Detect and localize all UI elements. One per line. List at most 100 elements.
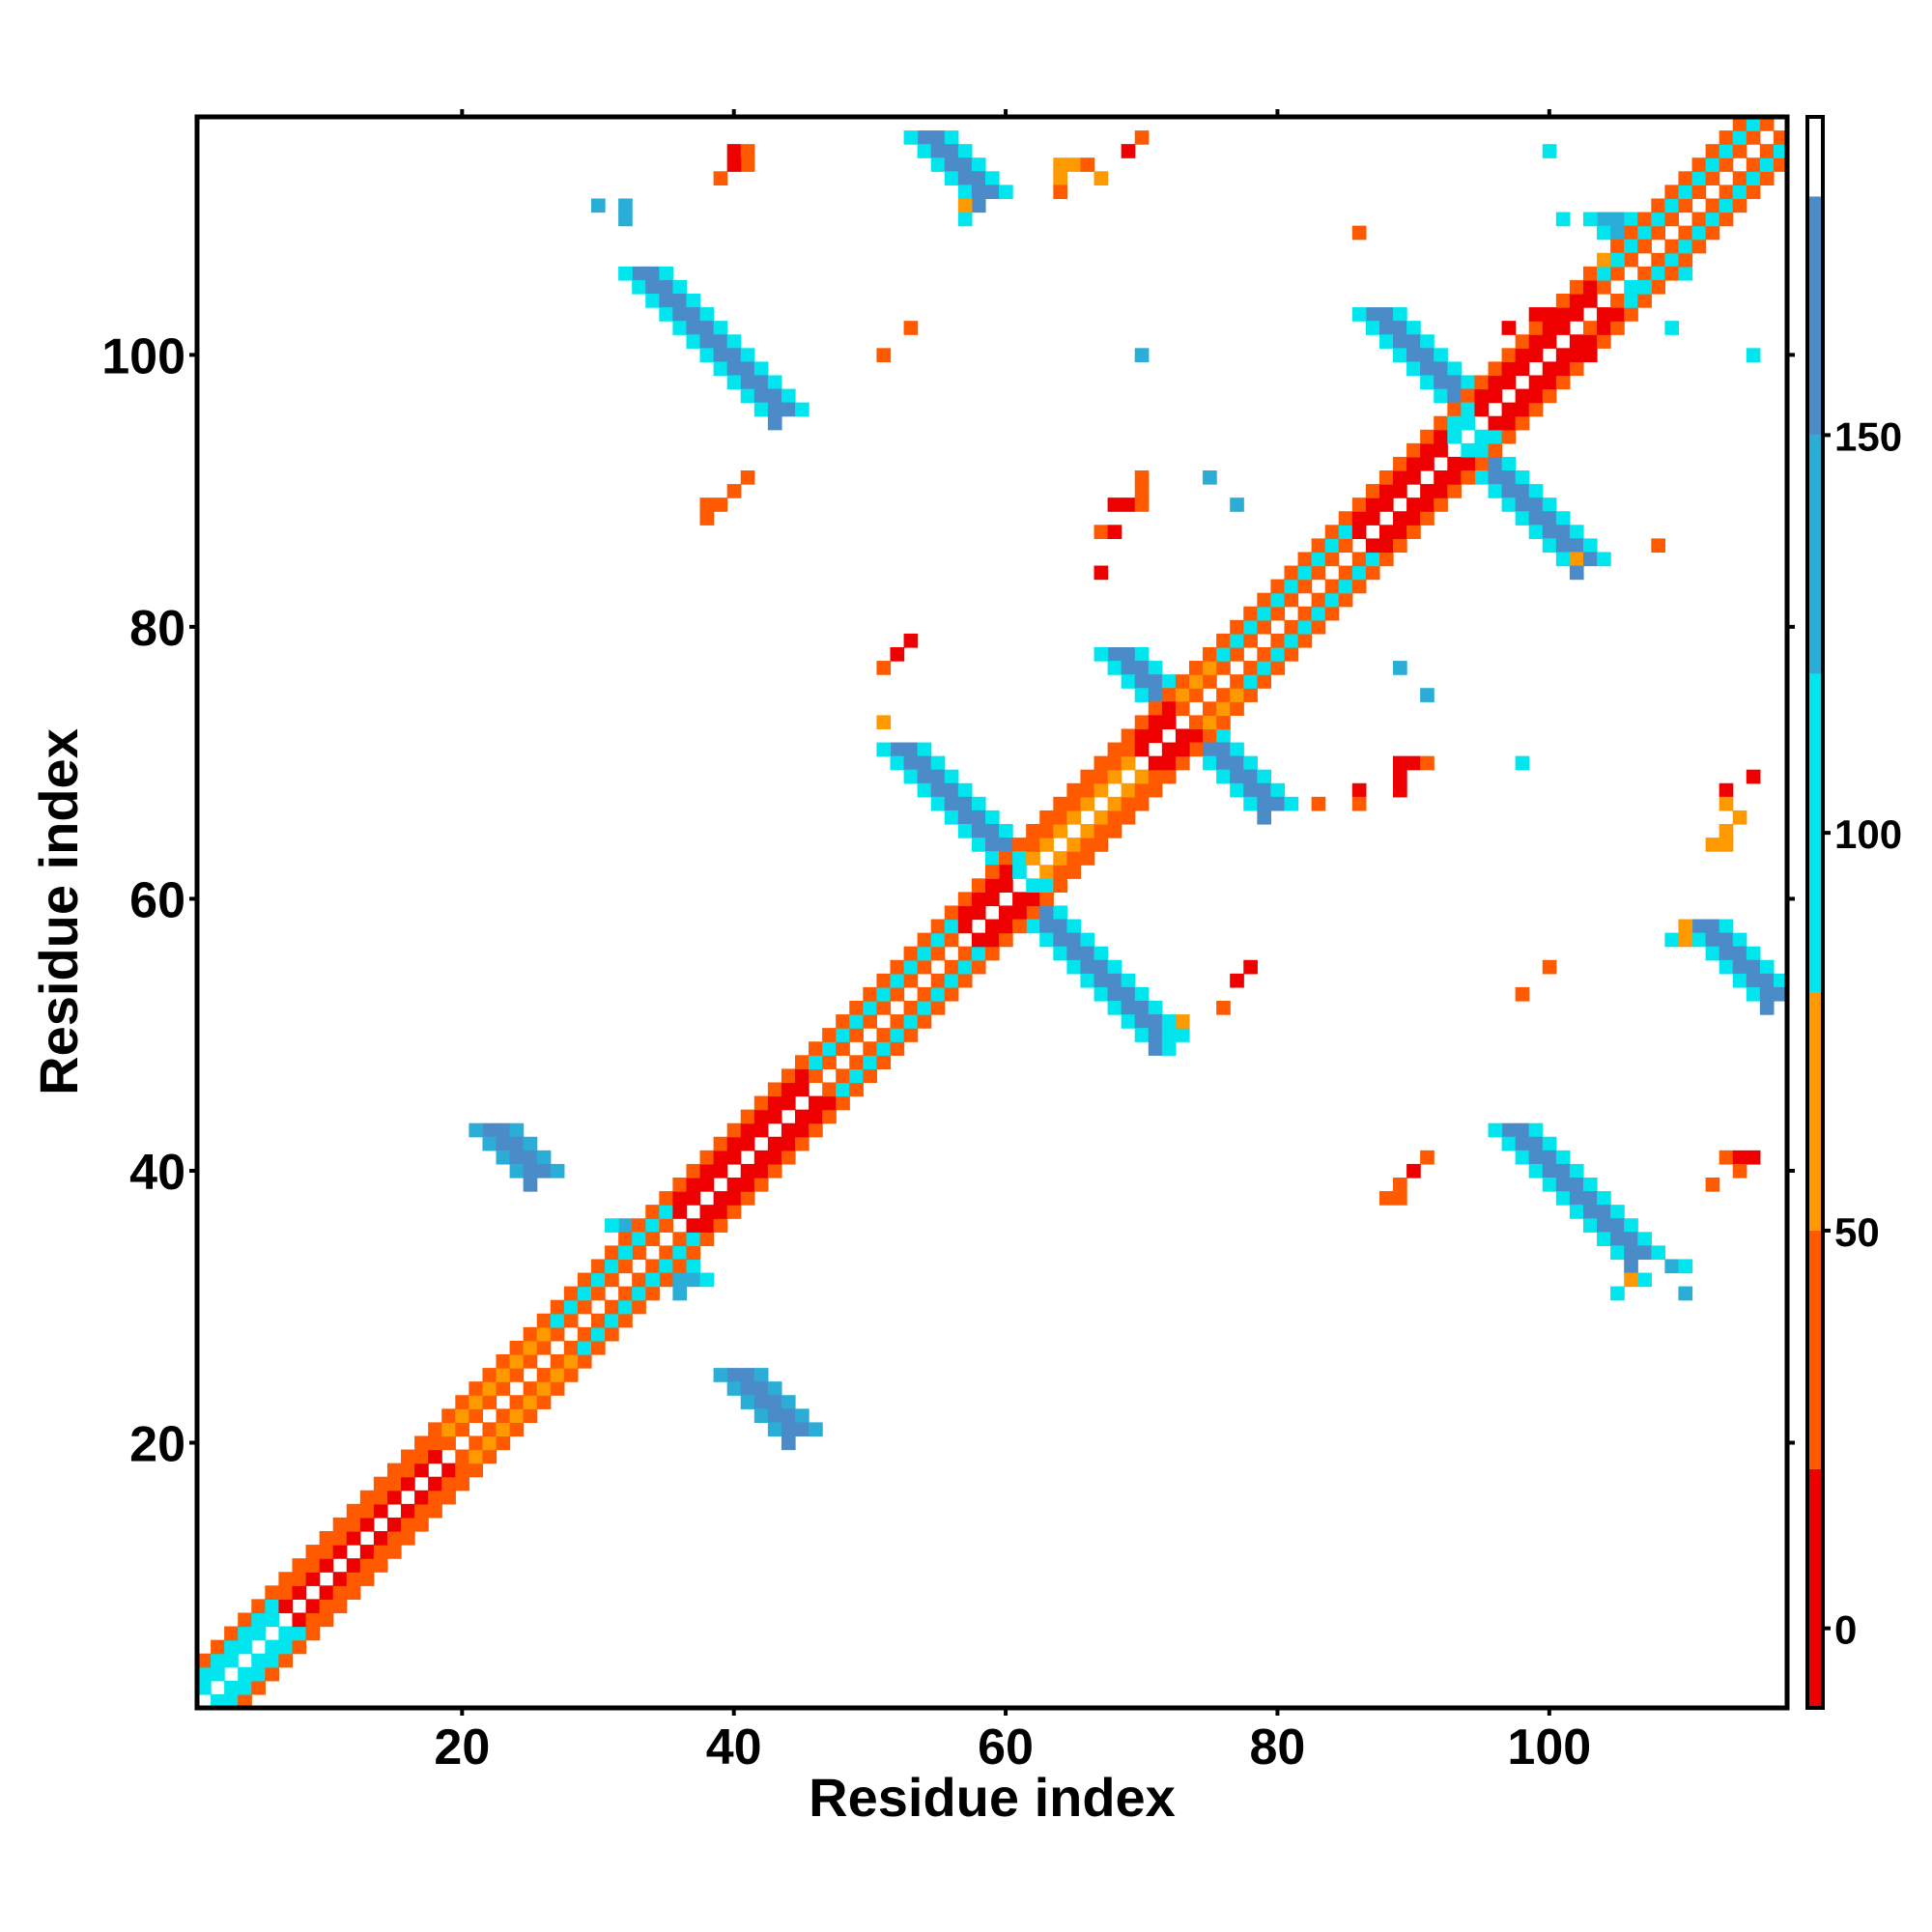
heatmap-cell xyxy=(930,986,946,1002)
heatmap-cell xyxy=(523,1326,538,1342)
heatmap-cell xyxy=(672,1232,688,1246)
heatmap-cell xyxy=(455,1463,469,1478)
heatmap-cell xyxy=(1311,606,1326,621)
heatmap-cell xyxy=(740,157,755,172)
heatmap-cell xyxy=(1134,647,1150,662)
heatmap-cell xyxy=(373,1476,388,1492)
heatmap-cell xyxy=(1175,742,1190,757)
heatmap-cell xyxy=(1270,606,1286,621)
heatmap-cell xyxy=(1705,171,1720,185)
heatmap-cell xyxy=(455,1395,469,1409)
heatmap-cell xyxy=(1732,171,1747,185)
heatmap-cell xyxy=(1488,429,1503,444)
x-tick-label: 60 xyxy=(978,1719,1034,1776)
heatmap-cell xyxy=(713,1136,728,1151)
heatmap-cell xyxy=(930,144,946,158)
heatmap-cell xyxy=(1378,497,1394,512)
heatmap-cell xyxy=(903,633,919,648)
heatmap-cell xyxy=(903,1028,919,1042)
heatmap-cell xyxy=(713,1218,728,1233)
heatmap-cell xyxy=(1094,769,1109,784)
heatmap-cell xyxy=(849,1014,864,1029)
heatmap-cell xyxy=(917,144,932,158)
heatmap-cell xyxy=(346,1517,361,1532)
heatmap-cell xyxy=(645,1272,660,1288)
heatmap-cell xyxy=(903,755,919,771)
heatmap-cell xyxy=(1678,932,1693,948)
heatmap-cell xyxy=(944,796,959,811)
heatmap-cell xyxy=(957,946,973,961)
heatmap-cell xyxy=(1121,674,1136,689)
heatmap-cell xyxy=(428,1476,442,1492)
heatmap-cell xyxy=(469,1408,484,1423)
heatmap-cell xyxy=(1324,538,1340,554)
heatmap-cell xyxy=(332,1572,348,1586)
heatmap-cell xyxy=(550,1163,565,1179)
heatmap-cell xyxy=(781,388,796,404)
heatmap-cell xyxy=(1664,239,1680,254)
heatmap-cell xyxy=(251,1653,266,1668)
heatmap-cell xyxy=(1216,742,1231,757)
heatmap-cell xyxy=(1515,986,1530,1002)
heatmap-cell xyxy=(740,388,755,404)
heatmap-cell xyxy=(1161,1028,1177,1042)
heatmap-cell xyxy=(359,1545,375,1559)
heatmap-cell xyxy=(944,810,959,825)
heatmap-cell xyxy=(753,1150,769,1165)
heatmap-cell xyxy=(1610,321,1625,335)
heatmap-cell xyxy=(753,402,769,417)
heatmap-cell xyxy=(346,1585,361,1600)
heatmap-cell xyxy=(1624,1272,1638,1288)
heatmap-cell xyxy=(496,1435,511,1451)
heatmap-cell xyxy=(1474,470,1490,485)
heatmap-cell xyxy=(699,1272,715,1288)
heatmap-cell xyxy=(278,1639,294,1655)
heatmap-cell xyxy=(1542,511,1557,526)
colorbar-band xyxy=(1809,117,1821,197)
heatmap-cell xyxy=(1651,279,1665,295)
heatmap-cell xyxy=(496,1368,511,1382)
heatmap-cell xyxy=(699,348,715,362)
heatmap-cell xyxy=(876,715,892,730)
heatmap-cell xyxy=(1026,838,1040,852)
heatmap-cell xyxy=(1488,388,1503,404)
heatmap-cell xyxy=(414,1449,429,1464)
heatmap-cell xyxy=(1597,225,1611,241)
heatmap-cell xyxy=(971,959,986,975)
heatmap-cell xyxy=(1297,633,1313,648)
heatmap-cell xyxy=(1230,633,1244,648)
heatmap-cell xyxy=(1447,361,1462,377)
heatmap-cell xyxy=(781,1082,796,1097)
heatmap-cell xyxy=(767,1082,782,1097)
heatmap-cell xyxy=(999,932,1013,948)
heatmap-cell xyxy=(605,1259,619,1274)
heatmap-cell xyxy=(740,1381,755,1396)
heatmap-cell xyxy=(1515,402,1530,417)
heatmap-cell xyxy=(1203,742,1217,757)
heatmap-cell xyxy=(713,321,728,335)
heatmap-cell xyxy=(509,1340,525,1355)
heatmap-cell xyxy=(1597,279,1611,295)
heatmap-cell xyxy=(1528,484,1544,498)
heatmap-cell xyxy=(359,1490,375,1505)
heatmap-cell xyxy=(795,1109,810,1124)
heatmap-cell xyxy=(686,1163,701,1179)
heatmap-cell xyxy=(1094,959,1109,975)
heatmap-cell xyxy=(1365,321,1380,335)
heatmap-cell xyxy=(1066,157,1082,172)
heatmap-cell xyxy=(1257,769,1271,784)
heatmap-cell xyxy=(984,185,1000,200)
heatmap-cell xyxy=(605,1272,619,1288)
heatmap-cell xyxy=(577,1272,592,1288)
heatmap-cell xyxy=(999,851,1013,866)
heatmap-cell xyxy=(1637,266,1652,281)
heatmap-cell xyxy=(753,1395,769,1409)
heatmap-cell xyxy=(292,1558,307,1573)
heatmap-cell xyxy=(1515,484,1530,498)
heatmap-cell xyxy=(211,1653,225,1668)
heatmap-cell xyxy=(1338,565,1353,581)
heatmap-cell xyxy=(957,892,973,907)
heatmap-cell xyxy=(605,1218,619,1233)
heatmap-cell xyxy=(1365,538,1380,554)
heatmap-cell xyxy=(1107,497,1122,512)
